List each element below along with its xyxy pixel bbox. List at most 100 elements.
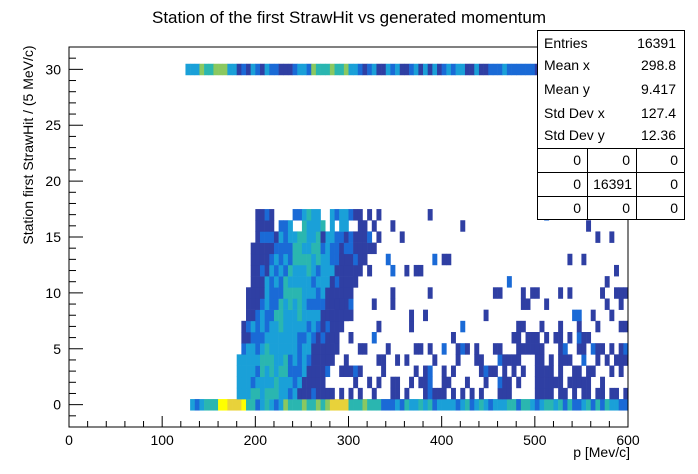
heatmap-cell xyxy=(287,309,293,322)
heatmap-cell xyxy=(604,399,610,411)
stats-std-y-label: Std Dev y xyxy=(544,127,605,143)
heatmap-cell xyxy=(259,209,265,221)
heatmap-cell xyxy=(460,387,466,400)
heatmap-cell xyxy=(343,264,349,277)
heatmap-cell xyxy=(218,399,224,411)
heatmap-cell xyxy=(320,376,326,389)
heatmap-cell xyxy=(273,231,279,243)
heatmap-cell xyxy=(357,264,363,277)
heatmap-cell xyxy=(562,354,568,366)
heatmap-cell xyxy=(357,365,363,378)
heatmap-cell xyxy=(306,309,312,322)
heatmap-cell xyxy=(283,231,289,243)
heatmap-cell xyxy=(385,253,391,266)
heatmap-cell xyxy=(297,276,303,288)
heatmap-cell xyxy=(409,63,415,76)
heatmap-cell xyxy=(194,63,200,76)
stats-grid-cell: 16391 xyxy=(593,176,632,192)
heatmap-cell xyxy=(474,63,480,76)
heatmap-cell xyxy=(530,287,536,299)
heatmap-cell xyxy=(246,354,251,366)
heatmap-cell xyxy=(339,287,345,299)
heatmap-cell xyxy=(516,63,522,76)
heatmap-cell xyxy=(269,354,275,366)
y-tick-label: 15 xyxy=(45,229,61,245)
heatmap-cell xyxy=(208,399,214,411)
heatmap-cell xyxy=(301,209,307,221)
heatmap-cell xyxy=(502,387,508,400)
heatmap-cell xyxy=(586,387,592,400)
heatmap-cell xyxy=(241,63,247,76)
heatmap-cell xyxy=(301,287,307,299)
heatmap-cell xyxy=(492,287,498,299)
heatmap-cell xyxy=(264,253,270,266)
heatmap-cell xyxy=(325,264,331,277)
heatmap-cell xyxy=(255,63,261,76)
heatmap-cell xyxy=(506,354,512,366)
heatmap-cell xyxy=(311,231,317,243)
heatmap-cell xyxy=(199,63,205,76)
heatmap-cell xyxy=(343,276,349,288)
heatmap-cell xyxy=(614,287,619,299)
heatmap-cell xyxy=(264,264,270,277)
heatmap-cell xyxy=(371,387,377,400)
heatmap-cell xyxy=(325,298,331,310)
heatmap-cell xyxy=(343,298,349,310)
heatmap-cell xyxy=(329,242,335,255)
heatmap-cell xyxy=(301,343,307,355)
heatmap-cell xyxy=(395,63,401,76)
heatmap-cell xyxy=(329,287,335,299)
heatmap-cell xyxy=(194,399,200,411)
heatmap-cell xyxy=(544,376,550,389)
heatmap-cell xyxy=(301,231,307,243)
heatmap-cell xyxy=(269,220,275,232)
stats-box: Entries 16391 Mean x 298.8 Mean y 9.417 … xyxy=(537,30,685,220)
heatmap-cell xyxy=(357,343,363,355)
heatmap-cell xyxy=(250,264,256,277)
heatmap-cell xyxy=(576,309,582,322)
heatmap-cell xyxy=(259,309,265,322)
heatmap-cell xyxy=(255,365,261,378)
heatmap-cell xyxy=(320,343,326,355)
heatmap-cell xyxy=(269,242,275,255)
heatmap-cell xyxy=(301,320,307,333)
heatmap-cell xyxy=(576,332,582,344)
heatmap-cell xyxy=(357,399,363,411)
heatmap-cell xyxy=(264,231,270,243)
heatmap-cell xyxy=(306,365,312,378)
heatmap-cell xyxy=(558,387,564,400)
heatmap-cell xyxy=(376,354,382,366)
heatmap-cell xyxy=(343,354,349,366)
heatmap-cell xyxy=(446,399,452,411)
heatmap-cell xyxy=(590,399,596,411)
heatmap-cell xyxy=(297,242,303,255)
heatmap-cell xyxy=(623,320,629,333)
heatmap-cell xyxy=(418,63,424,76)
heatmap-cell xyxy=(259,264,265,277)
heatmap-cell xyxy=(539,399,545,411)
heatmap-cell xyxy=(278,231,284,243)
heatmap-cell xyxy=(315,399,321,411)
heatmap-cell xyxy=(339,399,345,411)
heatmap-cell xyxy=(623,387,629,400)
heatmap-cell xyxy=(409,309,415,322)
heatmap-cell xyxy=(390,399,396,411)
heatmap-cell xyxy=(278,332,284,344)
heatmap-cell xyxy=(334,242,340,255)
heatmap-cell xyxy=(511,63,517,76)
stats-std-x-label: Std Dev x xyxy=(544,105,605,121)
heatmap-cell xyxy=(334,298,340,310)
heatmap-cell xyxy=(376,320,382,333)
heatmap-cell xyxy=(273,399,279,411)
heatmap-cell xyxy=(278,276,284,288)
heatmap-cell xyxy=(600,387,606,400)
heatmap-cell xyxy=(399,399,405,411)
heatmap-cell xyxy=(311,354,317,366)
heatmap-cell xyxy=(576,320,582,333)
heatmap-cell xyxy=(283,376,289,389)
heatmap-cell xyxy=(567,253,573,266)
heatmap-cell xyxy=(348,399,354,411)
heatmap-cell xyxy=(250,276,256,288)
heatmap-cell xyxy=(367,376,373,389)
heatmap-cell xyxy=(339,264,345,277)
